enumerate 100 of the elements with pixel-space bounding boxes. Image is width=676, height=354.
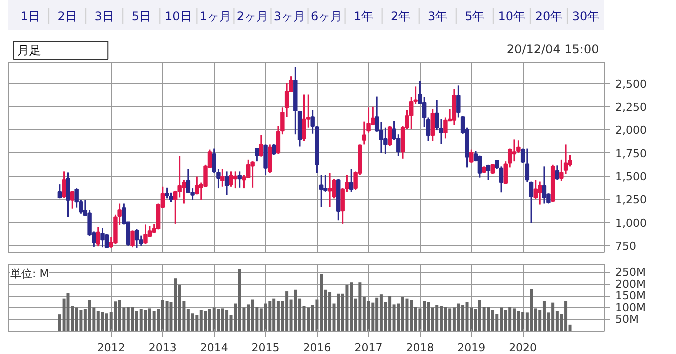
y-tick-label: 50M <box>616 313 639 326</box>
text: 1年 <box>354 10 374 24</box>
text: 6ヶ月 <box>310 10 343 24</box>
bar <box>452 308 456 332</box>
candlestick <box>250 160 255 189</box>
x-tick-label: 2012 <box>97 342 126 354</box>
text: 2日 <box>58 10 78 24</box>
x-tick-label: 2013 <box>148 342 177 354</box>
y-tick-label: 2,250 <box>616 101 647 114</box>
bar <box>294 290 298 332</box>
bar <box>530 289 534 332</box>
text: 10年 <box>498 10 526 24</box>
candlestick <box>259 134 264 158</box>
x-tick-label: 2015 <box>252 342 280 354</box>
text: 20/12/04 15:00 <box>506 42 600 56</box>
bar <box>191 314 194 332</box>
candlestick <box>328 172 332 208</box>
candlestick <box>70 191 75 210</box>
bar <box>512 308 516 332</box>
text: 2年 <box>391 10 411 24</box>
candlestick <box>144 224 148 245</box>
candlestick <box>470 149 474 164</box>
text: 3年 <box>428 10 448 24</box>
text: 2ヶ月 <box>236 10 269 24</box>
x-tick-label: 2020 <box>509 342 538 354</box>
bar <box>140 309 143 332</box>
candlestick <box>238 170 242 189</box>
y-tick-label: 2,500 <box>616 78 647 91</box>
bar <box>487 307 490 332</box>
bar <box>508 307 512 332</box>
candlestick <box>499 166 504 194</box>
x-tick-label: 2018 <box>406 342 434 354</box>
bar <box>166 301 169 332</box>
x-tick-label: 2017 <box>354 342 383 354</box>
bar <box>131 307 134 332</box>
bar <box>440 306 443 332</box>
bar <box>217 309 220 332</box>
x-tick-label: 2019 <box>458 342 486 354</box>
y-tick-label: 1,000 <box>616 216 647 230</box>
y-tick-label: 100M <box>616 301 646 314</box>
candlestick <box>220 168 225 188</box>
text: 3日 <box>94 10 114 24</box>
candlestick <box>272 143 276 156</box>
bar <box>118 300 122 332</box>
bar <box>221 308 224 332</box>
text: 10日 <box>165 10 192 24</box>
bar <box>367 301 370 332</box>
x-tick-label: 2014 <box>200 342 228 354</box>
candlestick <box>388 125 392 148</box>
candlestick <box>96 226 100 248</box>
candlestick <box>319 174 324 208</box>
text: 1日 <box>20 10 40 24</box>
bar <box>457 304 460 332</box>
bar <box>276 301 280 332</box>
candlestick <box>264 144 268 176</box>
candlestick <box>486 164 491 181</box>
candlestick <box>444 116 448 140</box>
bar <box>204 311 208 332</box>
text: 5年 <box>465 10 485 24</box>
candlestick <box>169 192 174 203</box>
candlestick <box>100 228 105 248</box>
candlestick <box>62 170 66 199</box>
bar <box>272 298 276 332</box>
bar <box>444 307 448 332</box>
annotation: 単位: M <box>10 268 50 280</box>
candlestick <box>512 138 517 162</box>
candlestick <box>134 228 140 249</box>
candlestick <box>430 108 435 142</box>
bar <box>542 301 546 332</box>
bar <box>466 302 469 332</box>
bar <box>264 304 268 332</box>
candlestick <box>302 94 306 142</box>
bar <box>504 310 508 332</box>
candlestick <box>478 155 482 179</box>
bar <box>406 298 409 332</box>
bar <box>251 300 254 332</box>
bar <box>427 302 430 332</box>
bar <box>337 294 340 332</box>
y-tick-label: 1,500 <box>616 170 647 184</box>
y-tick-label: 1,750 <box>616 147 647 160</box>
bar <box>80 310 83 332</box>
candlestick <box>538 181 542 206</box>
candlestick <box>229 170 234 188</box>
x-tick-label: 2016 <box>303 342 332 354</box>
bar <box>436 305 439 332</box>
candlestick <box>130 230 135 248</box>
y-tick-label: 250M <box>616 266 646 280</box>
bar <box>212 308 216 332</box>
text: 20年 <box>535 10 563 24</box>
candlestick <box>255 147 260 162</box>
text: 3ヶ月 <box>274 10 306 24</box>
bar <box>75 308 78 332</box>
bar <box>380 294 383 332</box>
candlestick <box>349 168 354 193</box>
bar <box>66 293 70 332</box>
candlestick <box>165 187 170 200</box>
bar <box>88 300 92 332</box>
candlestick <box>555 164 560 181</box>
candlestick <box>66 172 70 218</box>
y-tick-label: 750 <box>616 240 636 254</box>
